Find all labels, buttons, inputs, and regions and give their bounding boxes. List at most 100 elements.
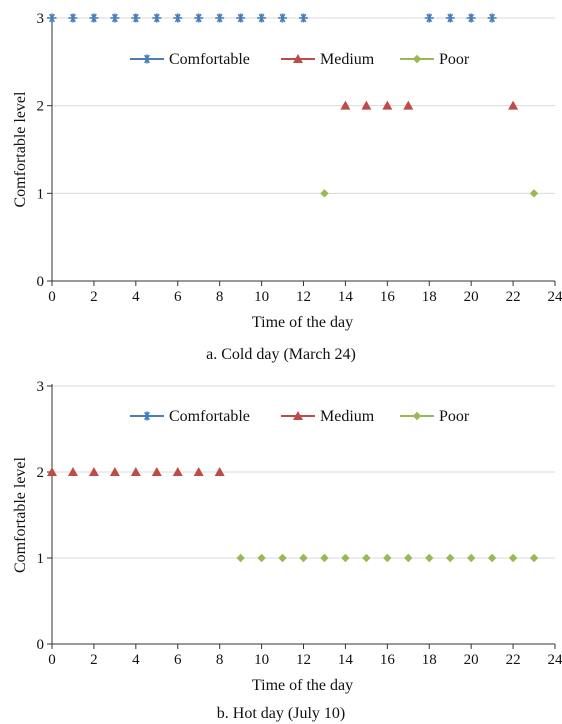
- y-tick-label: 2: [37, 465, 45, 481]
- x-tick-label: 10: [254, 652, 269, 668]
- x-tick-label: 6: [174, 289, 182, 305]
- x-tick-label: 22: [506, 289, 521, 305]
- x-tick-label: 8: [216, 652, 224, 668]
- legend-label: Poor: [439, 408, 470, 425]
- data-marks: [47, 13, 539, 198]
- x-tick-label: 18: [422, 289, 437, 305]
- point-poor: [362, 553, 371, 563]
- x-tick-label: 20: [464, 652, 479, 668]
- point-medium: [109, 467, 120, 476]
- point-medium: [67, 467, 78, 476]
- point-comfortable: [131, 13, 141, 23]
- legend-item-medium: Medium: [281, 408, 375, 425]
- point-comfortable: [173, 13, 183, 23]
- grid-lines: [52, 17, 555, 194]
- point-comfortable: [194, 13, 204, 23]
- x-tick-label: 16: [380, 289, 396, 305]
- point-medium: [508, 100, 519, 110]
- point-comfortable: [68, 13, 78, 23]
- x-tick-label: 12: [296, 652, 311, 668]
- point-poor: [529, 553, 539, 563]
- point-comfortable: [236, 13, 246, 23]
- legend-item-comfortable: Comfortable: [130, 51, 250, 68]
- point-comfortable: [152, 13, 162, 23]
- y-tick-label: 2: [37, 99, 45, 115]
- y-axis-label: Comfortable level: [12, 456, 29, 573]
- point-comfortable: [47, 13, 57, 23]
- point-medium: [340, 100, 351, 110]
- point-poor: [487, 553, 497, 563]
- x-tick-label: 16: [380, 652, 396, 668]
- x-tick-label: 22: [506, 652, 521, 668]
- y-tick-label: 0: [37, 637, 45, 653]
- point-medium: [88, 467, 99, 476]
- legend-marker: [293, 411, 303, 420]
- x-tick-label: 6: [174, 652, 182, 668]
- point-comfortable: [89, 13, 99, 23]
- point-poor: [529, 189, 539, 198]
- legend-item-poor: Poor: [400, 408, 470, 425]
- y-tick-label: 3: [37, 379, 45, 395]
- x-tick-label: 2: [90, 652, 98, 668]
- point-poor: [320, 189, 329, 198]
- x-tick-label: 4: [132, 652, 140, 668]
- x-axis-label: Time of the day: [252, 314, 353, 331]
- point-comfortable: [445, 13, 455, 23]
- y-tick-label: 1: [37, 186, 45, 202]
- point-poor: [320, 553, 329, 563]
- x-tick-label: 0: [48, 652, 56, 668]
- legend-marker: [412, 411, 422, 421]
- point-poor: [425, 553, 434, 563]
- y-tick-labels: 0 1 2 3: [37, 379, 45, 653]
- legend-label: Poor: [439, 51, 470, 68]
- legend-marker: [412, 54, 422, 64]
- point-poor: [383, 553, 392, 563]
- point-medium: [382, 100, 393, 110]
- point-poor: [278, 553, 287, 563]
- axes: [47, 16, 556, 286]
- x-tick-label: 20: [464, 289, 479, 305]
- x-tick-label: 2: [90, 289, 98, 305]
- point-comfortable: [110, 13, 120, 23]
- point-poor: [299, 553, 308, 563]
- legend-label: Medium: [320, 408, 375, 425]
- x-tick-label: 10: [254, 289, 269, 305]
- x-tick-labels: 0 2 4 6 8 10 12 14 16 18 20 22 24: [48, 289, 562, 305]
- y-tick-label: 1: [37, 551, 45, 567]
- y-tick-labels: 0 1 2 3: [37, 11, 45, 290]
- axes: [47, 384, 556, 649]
- x-tick-labels: 0 2 4 6 8 10 12 14 16 18 20 22 24: [48, 652, 562, 668]
- chart-caption: a. Cold day (March 24): [206, 346, 356, 363]
- legend-item-comfortable: Comfortable: [130, 408, 250, 425]
- x-tick-label: 14: [338, 289, 354, 305]
- point-medium: [172, 467, 183, 476]
- x-tick-label: 14: [338, 652, 354, 668]
- legend-label: Medium: [320, 51, 375, 68]
- point-comfortable: [257, 13, 267, 23]
- x-tick-label: 0: [48, 289, 56, 305]
- point-medium: [193, 467, 204, 476]
- point-comfortable: [466, 13, 476, 23]
- point-medium: [361, 100, 372, 110]
- chart-caption: b. Hot day (July 10): [217, 705, 345, 722]
- point-poor: [508, 553, 518, 563]
- x-tick-label: 18: [422, 652, 437, 668]
- point-medium: [403, 100, 414, 110]
- x-tick-label: 12: [296, 289, 311, 305]
- point-poor: [236, 553, 245, 563]
- legend-marker: [142, 411, 152, 421]
- point-poor: [446, 553, 455, 563]
- point-comfortable: [278, 13, 288, 23]
- point-poor: [257, 553, 266, 563]
- legend: Comfortable Medium Poor: [130, 51, 470, 68]
- point-medium: [130, 467, 141, 476]
- x-tick-label: 4: [132, 289, 140, 305]
- legend-marker: [293, 54, 303, 63]
- point-medium: [214, 467, 225, 476]
- point-poor: [466, 553, 476, 563]
- x-tick-label: 8: [216, 289, 224, 305]
- grid-lines: [52, 385, 555, 559]
- y-tick-label: 3: [37, 11, 45, 27]
